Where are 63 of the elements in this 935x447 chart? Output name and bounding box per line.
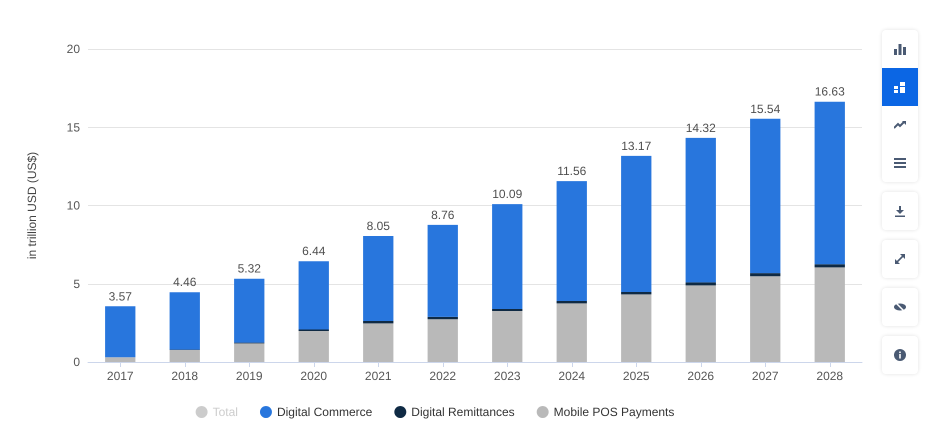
bar xyxy=(750,118,780,274)
x-tick-label: 2027 xyxy=(752,369,779,383)
y-tick-label: 0 xyxy=(73,355,80,369)
bar xyxy=(492,204,522,309)
total-label: 14.32 xyxy=(686,120,716,135)
y-axis-title: in trillion USD (US$) xyxy=(25,152,39,260)
total-label: 8.05 xyxy=(366,219,390,234)
x-tick-label: 2025 xyxy=(622,369,650,383)
y-tick-label: 5 xyxy=(73,276,80,291)
x-tick-label: 2022 xyxy=(429,369,456,383)
y-tick-label: 15 xyxy=(66,120,80,134)
bar xyxy=(105,357,136,362)
x-tick-label: 2021 xyxy=(364,369,392,383)
bar xyxy=(363,320,394,324)
total-label: 13.17 xyxy=(621,138,652,153)
bar xyxy=(556,303,587,362)
bar xyxy=(105,306,136,358)
bar xyxy=(234,278,264,343)
x-tick-label: 2018 xyxy=(171,369,198,383)
x-tick-label: 2023 xyxy=(494,369,521,383)
y-tick-label: 10 xyxy=(66,198,80,212)
x-tick-label: 2026 xyxy=(687,369,714,383)
total-label: 8.76 xyxy=(431,208,455,222)
total-label: 10.09 xyxy=(492,187,523,202)
bar xyxy=(428,224,458,317)
bar xyxy=(492,310,522,362)
total-label: 5.32 xyxy=(238,262,262,276)
total-label: 6.44 xyxy=(302,244,326,258)
total-label: 15.54 xyxy=(750,102,781,116)
bar xyxy=(814,264,845,268)
bar xyxy=(814,102,845,264)
legend-label: Digital Commerce xyxy=(276,405,373,419)
bar xyxy=(363,323,394,362)
bar xyxy=(686,282,716,286)
bar xyxy=(170,292,200,350)
x-tick-label: 2020 xyxy=(300,369,328,383)
total-label: 4.46 xyxy=(173,275,197,290)
y-tick-label: 20 xyxy=(66,42,80,56)
legend-label: Mobile POS Payments xyxy=(554,405,674,419)
bar xyxy=(556,181,587,301)
bar xyxy=(170,350,200,362)
bar xyxy=(686,138,716,282)
bar xyxy=(621,156,652,292)
bar xyxy=(686,285,716,362)
x-tick-label: 2017 xyxy=(106,369,134,383)
bar xyxy=(298,261,329,330)
total-label: 3.57 xyxy=(108,289,132,304)
bar xyxy=(621,294,652,362)
x-tick-label: 2019 xyxy=(236,369,263,383)
total-label: 11.56 xyxy=(557,164,587,178)
bar xyxy=(363,236,394,321)
bar xyxy=(750,273,780,276)
bar xyxy=(814,267,845,362)
bar xyxy=(556,300,587,304)
x-tick-label: 2028 xyxy=(816,369,844,383)
total-label: 16.63 xyxy=(814,84,846,99)
bar xyxy=(298,331,329,362)
bar xyxy=(234,343,264,362)
bar xyxy=(750,276,780,362)
legend-label: Digital Remittances xyxy=(411,405,515,419)
bar xyxy=(428,319,458,362)
bar xyxy=(428,316,458,320)
x-tick-label: 2024 xyxy=(558,369,586,383)
